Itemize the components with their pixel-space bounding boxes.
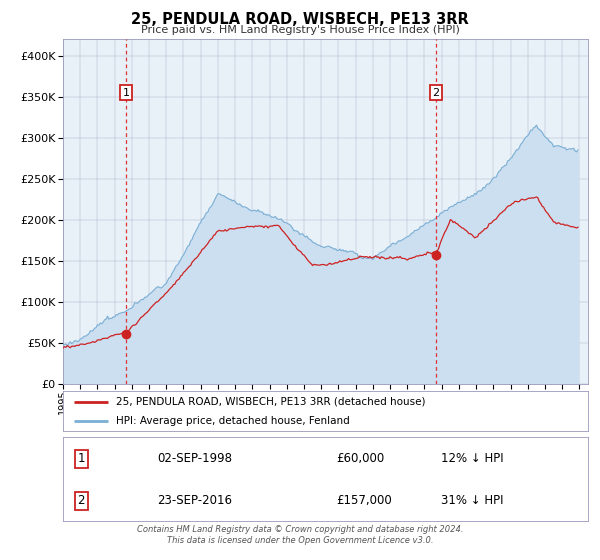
Text: 2: 2 — [433, 87, 440, 97]
Text: 02-SEP-1998: 02-SEP-1998 — [157, 452, 233, 465]
Text: 1: 1 — [77, 452, 85, 465]
Text: £157,000: £157,000 — [336, 494, 392, 507]
Text: 23-SEP-2016: 23-SEP-2016 — [157, 494, 233, 507]
Text: 31% ↓ HPI: 31% ↓ HPI — [441, 494, 503, 507]
Text: HPI: Average price, detached house, Fenland: HPI: Average price, detached house, Fenl… — [115, 416, 349, 426]
Text: 12% ↓ HPI: 12% ↓ HPI — [441, 452, 503, 465]
Text: This data is licensed under the Open Government Licence v3.0.: This data is licensed under the Open Gov… — [167, 536, 433, 545]
Text: £60,000: £60,000 — [336, 452, 384, 465]
Text: 25, PENDULA ROAD, WISBECH, PE13 3RR: 25, PENDULA ROAD, WISBECH, PE13 3RR — [131, 12, 469, 27]
Text: 25, PENDULA ROAD, WISBECH, PE13 3RR (detached house): 25, PENDULA ROAD, WISBECH, PE13 3RR (det… — [115, 397, 425, 407]
Text: 2: 2 — [77, 494, 85, 507]
Text: 1: 1 — [122, 87, 130, 97]
Text: Price paid vs. HM Land Registry's House Price Index (HPI): Price paid vs. HM Land Registry's House … — [140, 25, 460, 35]
Text: Contains HM Land Registry data © Crown copyright and database right 2024.: Contains HM Land Registry data © Crown c… — [137, 525, 463, 534]
